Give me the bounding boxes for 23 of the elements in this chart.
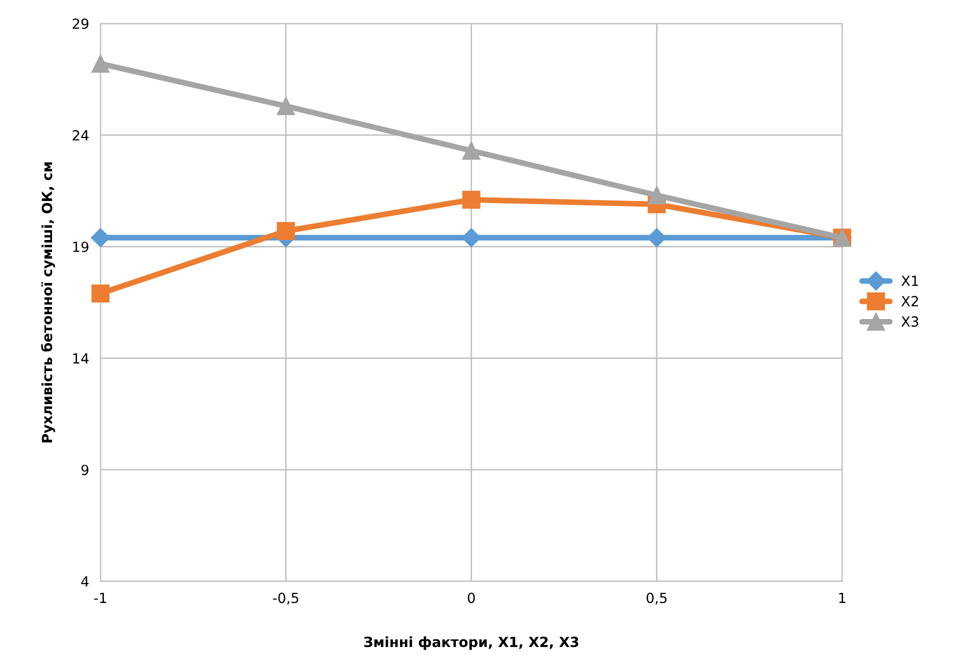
legend-label: X2 [901, 296, 918, 306]
legend-label: X3 [901, 316, 918, 327]
point [648, 186, 666, 204]
y-tick-label: 24 [72, 130, 89, 140]
point [462, 142, 480, 160]
legend-label: X1 [901, 276, 918, 286]
y-tick-label: 19 [73, 242, 88, 252]
x-axis-title: Змінні фактори, X1, X2, X3 [364, 636, 578, 650]
point [91, 54, 110, 73]
x-tick-label: -0,5 [273, 592, 298, 605]
y-tick-label: 29 [72, 18, 88, 29]
y-tick-label: 4 [81, 576, 89, 587]
point [276, 97, 295, 116]
point [276, 222, 295, 240]
x-tick-label: 0,5 [646, 592, 667, 605]
y-axis-title: Рухливість бетонної суміші, ОК, см [41, 162, 56, 442]
x-tick-label: 0 [468, 592, 475, 604]
x-tick-label: 1 [839, 592, 846, 603]
y-tick-label: 14 [73, 353, 89, 364]
point [462, 190, 480, 209]
x-tick-label: -1 [94, 592, 106, 603]
y-tick-label: 9 [81, 464, 88, 476]
point [91, 284, 110, 303]
